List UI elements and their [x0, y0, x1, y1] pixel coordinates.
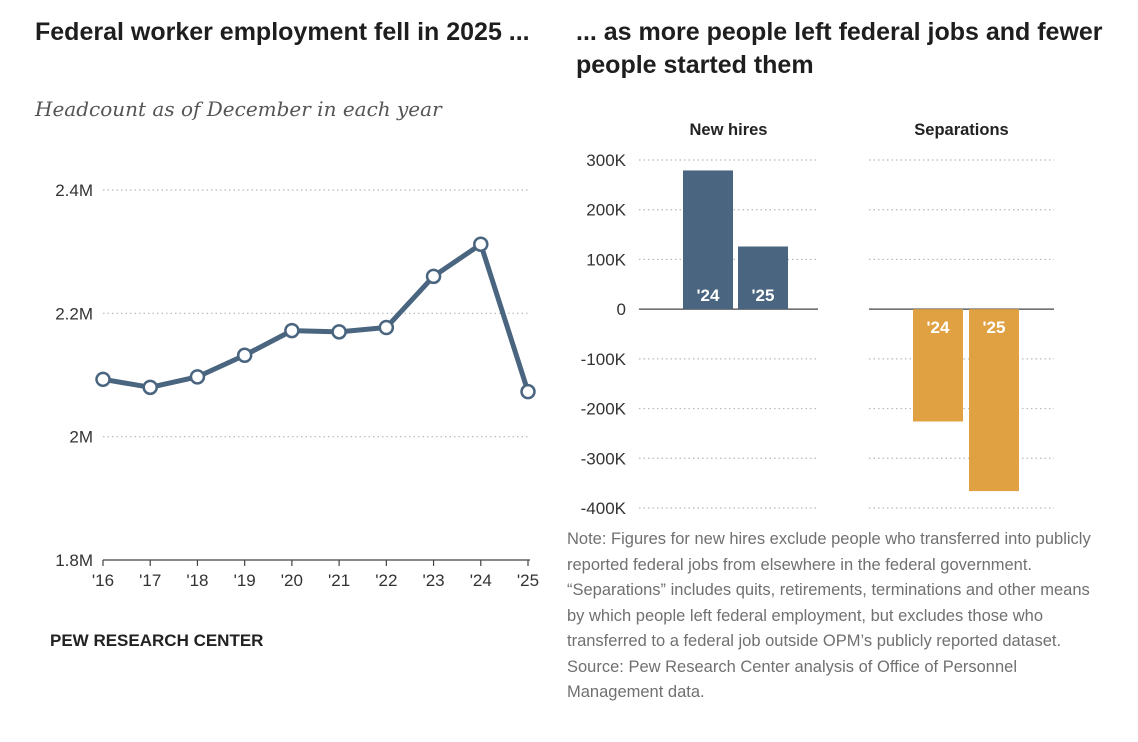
- y-tick-label: 2.4M: [55, 181, 93, 200]
- y-tick-label: 1.8M: [55, 551, 93, 570]
- bar-label: '24: [927, 318, 950, 337]
- bar-label: '25: [752, 286, 775, 305]
- y-tick-label: -400K: [581, 499, 627, 518]
- x-tick-label: '16: [92, 571, 114, 590]
- source-text: Source: Pew Research Center analysis of …: [567, 657, 1018, 702]
- y-tick-label: 2.2M: [55, 304, 93, 323]
- data-point: [378, 319, 395, 336]
- bar: [738, 246, 788, 310]
- data-point: [473, 236, 489, 253]
- left-chart-subtitle: Headcount as of December in each year: [35, 97, 442, 121]
- panel-label: Separations: [914, 121, 1008, 139]
- y-tick-label: -300K: [581, 449, 627, 468]
- bar: [683, 170, 733, 310]
- panel-label: New hires: [690, 121, 768, 139]
- data-point: [142, 379, 158, 396]
- bar-label: '24: [697, 286, 720, 305]
- y-tick-label: 0: [617, 300, 626, 319]
- x-tick-label: '23: [422, 571, 444, 590]
- x-tick-label: '24: [470, 571, 492, 590]
- y-tick-label: -100K: [581, 350, 627, 369]
- source-label: PEW RESEARCH CENTER: [50, 631, 264, 650]
- y-tick-label: -200K: [581, 400, 627, 419]
- bar-label: '25: [983, 318, 1006, 337]
- data-point: [284, 322, 300, 339]
- y-tick-label: 200K: [586, 201, 626, 220]
- headcount-line: [100, 241, 531, 395]
- data-point: [236, 347, 253, 364]
- bar: [913, 309, 963, 422]
- bar: [969, 309, 1019, 492]
- x-tick-label: '18: [186, 571, 208, 590]
- x-tick-label: '25: [517, 571, 539, 590]
- left-chart-title: Federal worker employment fell in 2025 .…: [35, 18, 530, 46]
- data-point: [331, 324, 347, 340]
- note-block: Note: Figures for new hires exclude peop…: [567, 527, 1107, 706]
- y-tick-label: 300K: [586, 151, 626, 170]
- note-text: Note: Figures for new hires exclude peop…: [567, 530, 1091, 650]
- x-tick-label: '19: [234, 571, 256, 590]
- right-chart-title: ... as more people left federal jobs and…: [576, 18, 1103, 79]
- data-point: [425, 268, 442, 285]
- x-tick-label: '21: [328, 571, 350, 590]
- data-point: [520, 383, 536, 400]
- data-point: [95, 371, 111, 388]
- x-tick-label: '20: [281, 571, 303, 590]
- y-tick-label: 100K: [586, 250, 626, 269]
- y-tick-label: 2M: [69, 428, 93, 447]
- data-point: [189, 369, 206, 385]
- x-tick-label: '22: [375, 571, 397, 590]
- x-tick-label: '17: [139, 571, 161, 590]
